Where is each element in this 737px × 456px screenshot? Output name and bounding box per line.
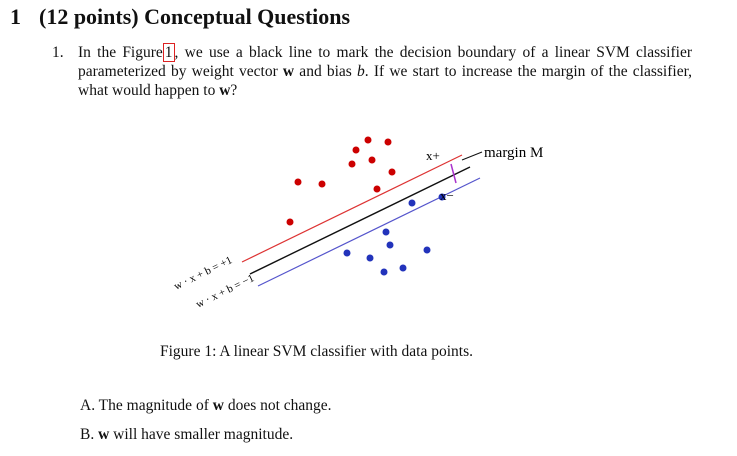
text: ? xyxy=(230,82,238,99)
section-number: 1 xyxy=(10,4,21,29)
text: and bias xyxy=(294,63,358,80)
red-points xyxy=(286,136,396,226)
text: does not change. xyxy=(223,397,332,414)
symbol: w xyxy=(282,63,295,80)
question-text: In the Figure 1, we use a black line to m… xyxy=(78,43,692,100)
section-heading: 1 (12 points) Conceptual Questions xyxy=(10,4,350,30)
text: B. xyxy=(80,426,99,443)
option[interactable]: A. The magnitude of w does not change. xyxy=(80,397,332,415)
question: 1. In the Figure 1, we use a black line t… xyxy=(52,43,692,100)
question-number: 1. xyxy=(52,44,64,61)
text: In the Figure xyxy=(78,44,163,61)
boundary-line xyxy=(249,166,471,275)
blue-points xyxy=(343,193,446,276)
x-minus-label: x− xyxy=(440,188,454,203)
symbol: w xyxy=(219,82,231,99)
margin-arrow xyxy=(461,151,483,161)
text: will have smaller magnitude. xyxy=(109,426,294,443)
margin-marker xyxy=(450,163,457,184)
x-plus-label: x+ xyxy=(426,148,440,163)
text: , we use a black line to mark the decisi… xyxy=(78,44,692,80)
plus-line xyxy=(241,154,463,263)
text: . If we start to increase the margin of … xyxy=(78,63,693,99)
text: A. The magnitude of xyxy=(80,397,213,414)
symbol: w xyxy=(98,426,110,443)
figure-caption: Figure 1: A linear SVM classifier with d… xyxy=(160,343,473,360)
figure-ref[interactable]: 1 xyxy=(162,43,175,62)
symbol: b xyxy=(357,63,365,80)
symbol: w xyxy=(212,397,224,414)
margin-label: margin M xyxy=(484,145,543,161)
option[interactable]: B. w will have smaller magnitude. xyxy=(80,426,293,444)
section-title: (12 points) Conceptual Questions xyxy=(39,4,351,29)
